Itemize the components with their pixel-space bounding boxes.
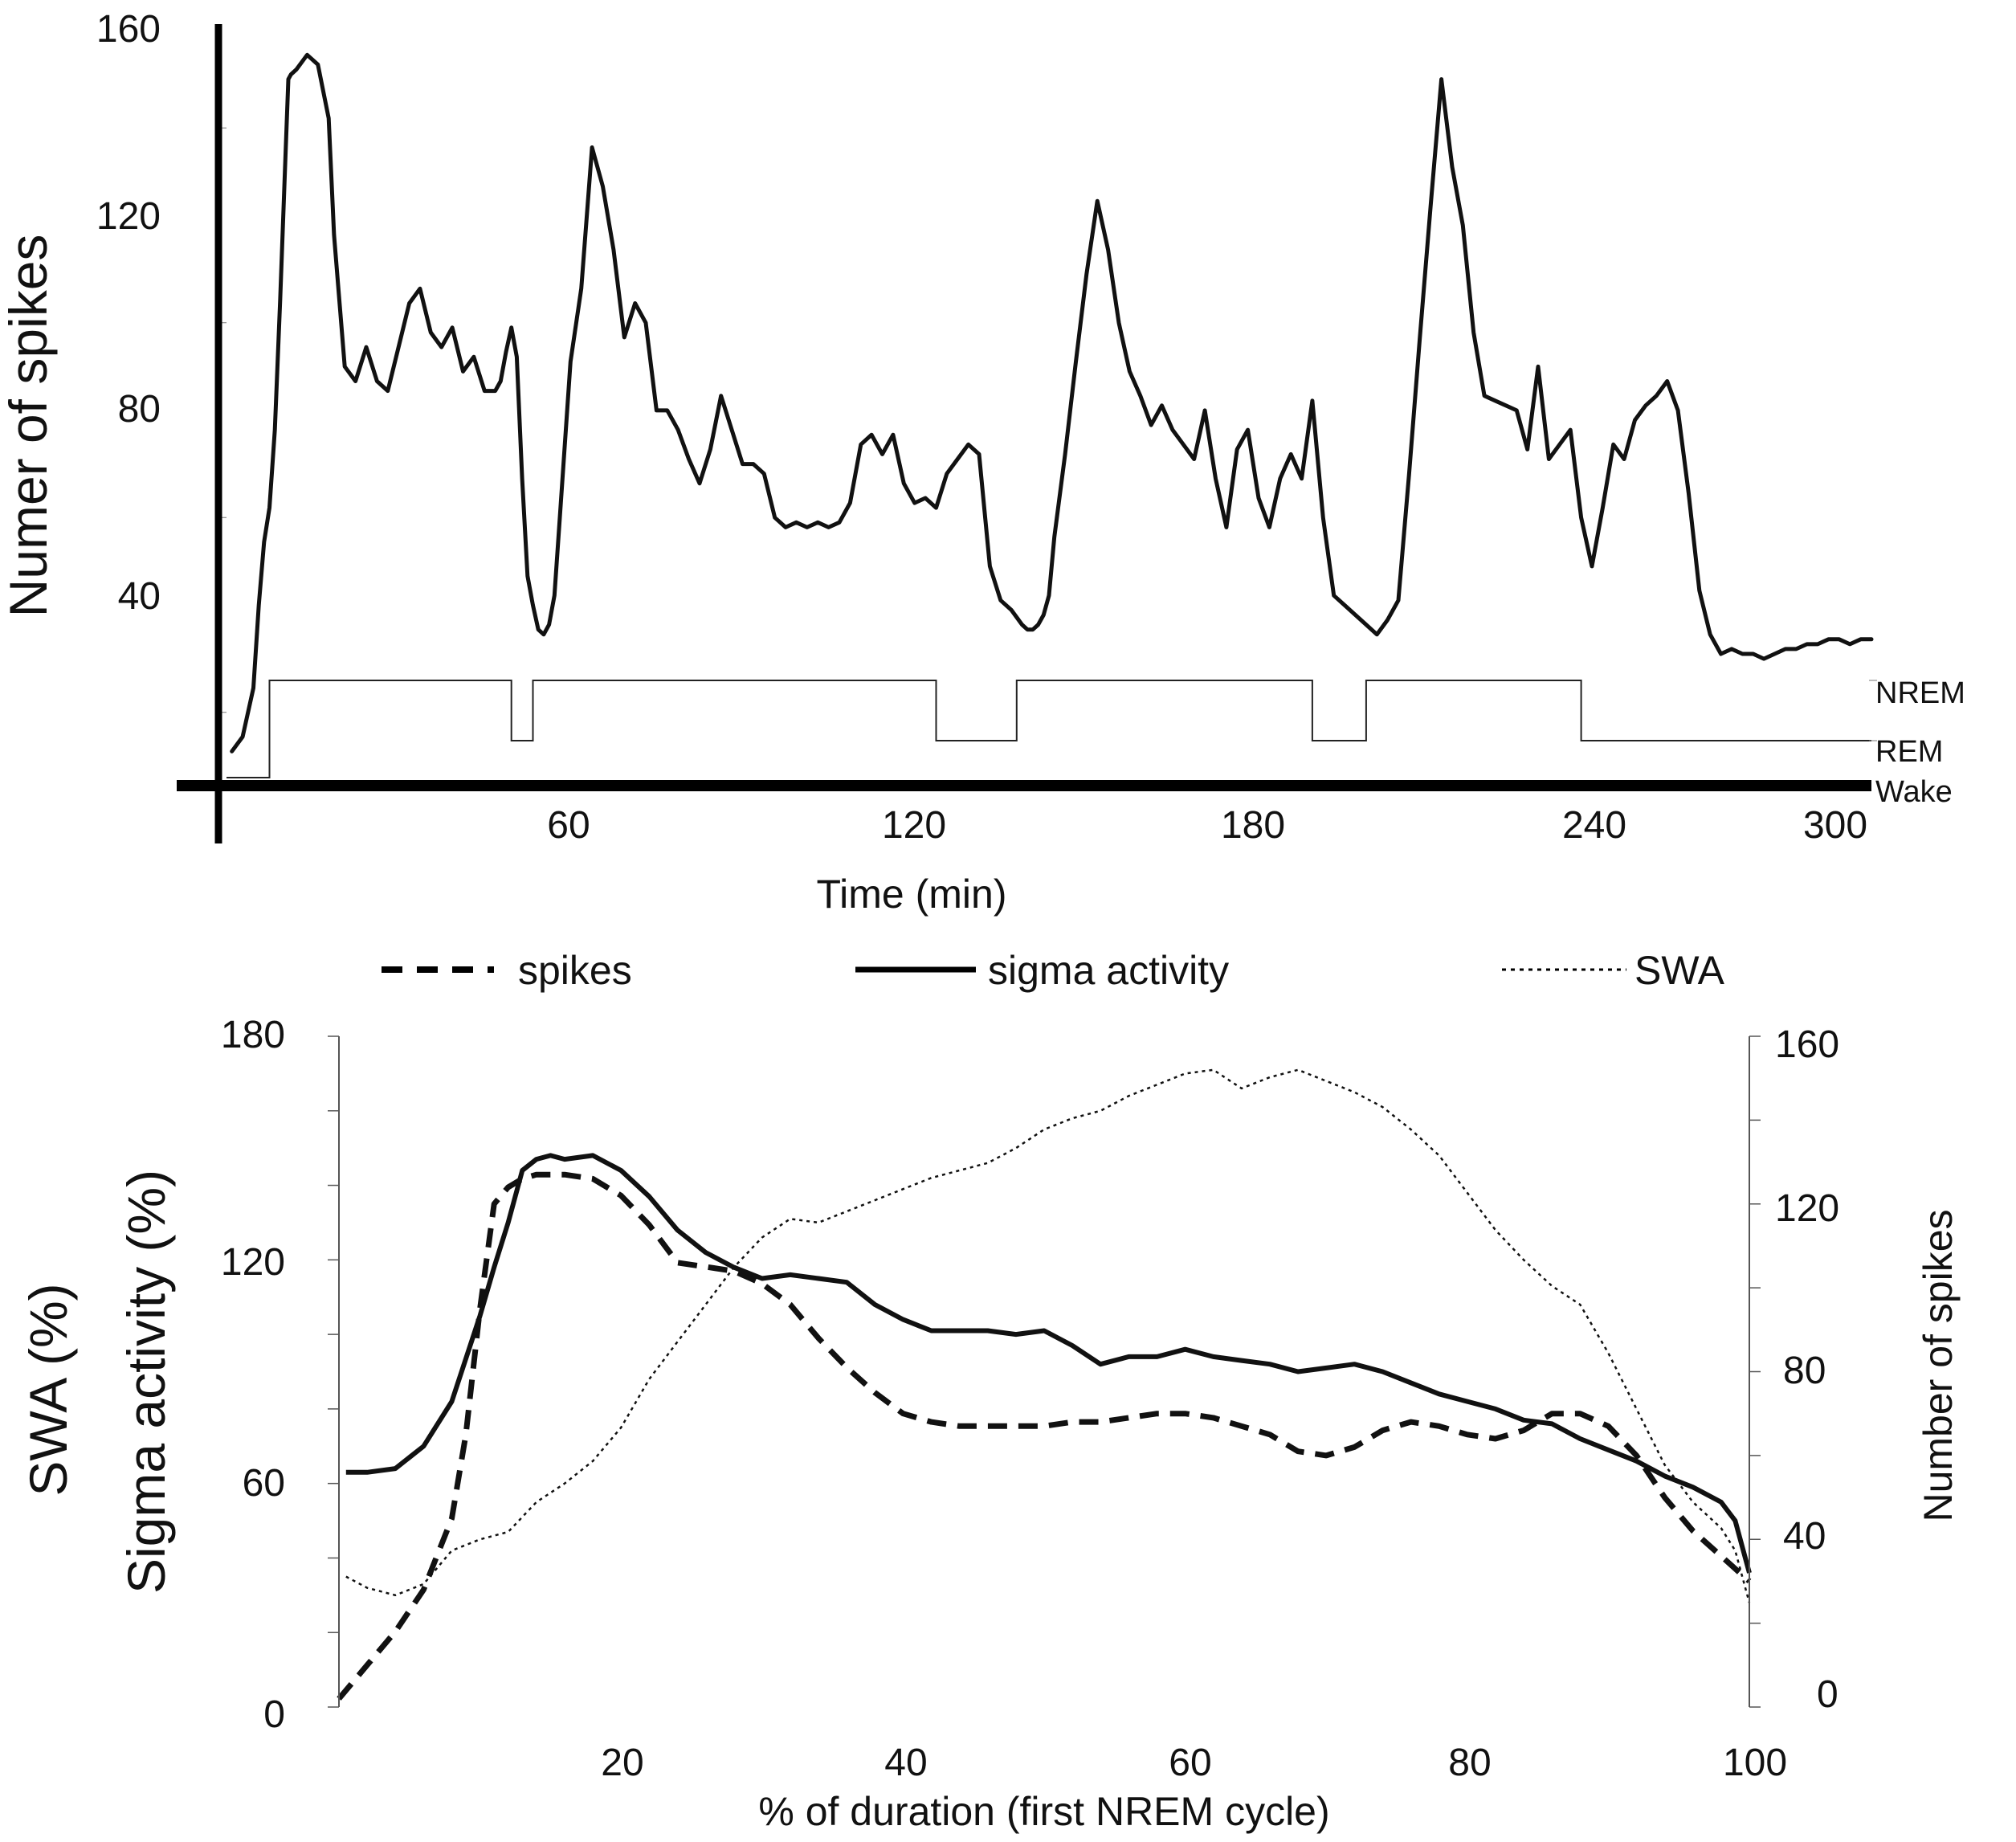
top-y-tick-label: 40 xyxy=(118,575,161,618)
top-x-tick-label: 60 xyxy=(547,804,590,847)
bottom-series-spikes xyxy=(337,1171,1752,1701)
bottom-x-tick-label: 100 xyxy=(1723,1742,1787,1784)
top-y-tick-label: 160 xyxy=(96,8,161,51)
bottom-series-sigma-activity xyxy=(345,1153,1752,1574)
bottom-x-tick-label: 60 xyxy=(1169,1742,1211,1784)
top-x-tick-label: 300 xyxy=(1803,804,1867,847)
bottom-right-tick-label: 120 xyxy=(1775,1187,1839,1230)
bottom-right-axis-title: Number of spikes xyxy=(1916,1209,1961,1521)
stage-label-nrem: NREM xyxy=(1875,676,1965,710)
hypnogram-line xyxy=(226,680,1871,778)
bottom-right-tick-label: 0 xyxy=(1817,1673,1838,1716)
hypnogram xyxy=(226,680,1877,778)
bottom-x-tick-label: 40 xyxy=(884,1742,927,1784)
bottom-x-axis-title: % of duration (first NREM cycle) xyxy=(758,1789,1329,1834)
bottom-left-tick-label: 120 xyxy=(221,1241,285,1284)
bottom-left-axis-title-swa: SWA (%) xyxy=(18,1283,78,1496)
bottom-left-tick-label: 60 xyxy=(243,1462,285,1505)
stage-label-rem: REM xyxy=(1875,735,1943,769)
bottom-right-tick-label: 40 xyxy=(1783,1515,1826,1558)
top-chart: 40 80 120 160 60 120 180 240 300 Time (m… xyxy=(0,8,1965,917)
bottom-left-tick-label: 180 xyxy=(221,1014,285,1056)
bottom-series-layer xyxy=(337,1068,1752,1701)
top-series-layer xyxy=(230,52,1874,754)
legend-label-swa: SWA xyxy=(1634,948,1725,993)
bottom-x-tick-label: 80 xyxy=(1448,1742,1491,1784)
top-y-axis-title: Numer of spikes xyxy=(0,235,58,618)
legend: spikes sigma activity SWA xyxy=(382,948,1725,993)
bottom-right-tick-label: 160 xyxy=(1775,1023,1839,1066)
bottom-x-tick-label: 20 xyxy=(601,1742,643,1784)
bottom-right-tick-label: 80 xyxy=(1783,1350,1826,1392)
legend-label-sigma: sigma activity xyxy=(988,948,1229,993)
top-x-tick-label: 180 xyxy=(1221,804,1285,847)
bottom-series-swa xyxy=(345,1068,1751,1603)
top-y-tick-label: 80 xyxy=(118,388,161,431)
stage-label-wake: Wake xyxy=(1875,775,1953,809)
bottom-minor-ticks xyxy=(328,1035,1761,1708)
top-y-tick-label: 120 xyxy=(96,195,161,238)
top-x-tick-label: 120 xyxy=(882,804,946,847)
bottom-chart: 0 60 120 180 0 40 80 120 160 20 40 60 80… xyxy=(18,1014,1961,1834)
bottom-left-tick-label: 0 xyxy=(263,1693,285,1736)
bottom-left-axis-title-sigma: Sigma activity (%) xyxy=(116,1170,176,1594)
legend-label-spikes: spikes xyxy=(518,948,632,993)
top-spikes-series-line xyxy=(230,52,1874,754)
top-x-tick-label: 240 xyxy=(1562,804,1626,847)
top-x-axis-title: Time (min) xyxy=(816,872,1006,917)
